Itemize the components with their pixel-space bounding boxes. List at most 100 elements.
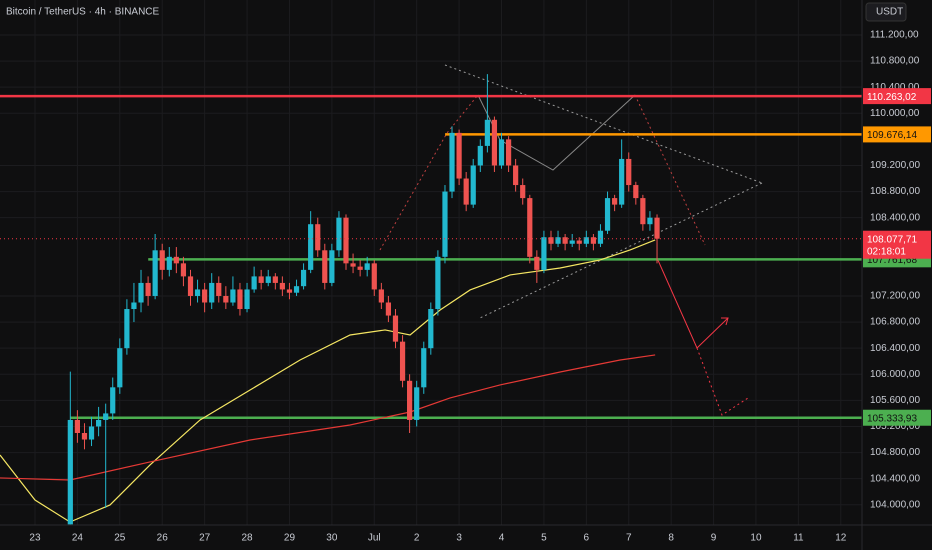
candle-body [315,224,321,251]
y-tick-label: 104.800,00 [870,447,920,458]
candle-body [548,237,554,244]
level-label: 109.676,14 [867,130,917,141]
candle-body [456,132,462,179]
candle-body [654,217,660,239]
x-tick-label: 10 [750,533,762,544]
level-label: 107.761,68 [867,255,917,266]
candle-body [435,256,441,310]
y-tick-label: 109.200,00 [870,160,920,171]
y-tick-label: 110.400,00 [870,82,920,93]
candle-body [166,256,172,270]
candle-body [173,256,179,264]
x-tick-label: 8 [668,533,674,544]
candle-body [555,237,561,244]
candle-body [505,139,512,166]
x-tick-label: 23 [29,533,41,544]
candle-body [209,282,215,303]
x-tick-label: Jul [368,533,381,544]
x-tick-label: 24 [72,533,84,544]
candle-body [392,315,399,342]
y-tick-label: 105.200,00 [870,421,920,432]
x-tick-label: 11 [793,533,804,544]
x-tick-label: 28 [241,533,253,544]
y-tick-label: 107.200,00 [870,291,920,302]
level-label-box [863,409,931,426]
candle-body [449,132,455,192]
chart-title: Bitcoin / TetherUS · 4h · BINANCE [6,7,160,18]
candle-body [491,119,498,166]
candle-body [329,250,335,283]
candle-body [74,419,80,433]
candle-body [124,309,130,349]
candle-body [583,237,589,244]
candle-body [117,348,123,388]
level-label-box [863,88,931,105]
candle-body [244,289,250,310]
candle-body [407,380,413,420]
candle-body [223,295,229,303]
candle-body [300,269,307,287]
candle-body [272,276,278,283]
y-tick-label: 111.200,00 [870,30,919,41]
currency-label[interactable]: USDT [876,7,903,18]
candle-body [463,178,469,205]
candle-body [399,341,406,381]
y-tick-label: 105.600,00 [870,395,920,406]
candle-body [110,387,116,414]
y-tick-label: 108.400,00 [870,212,920,223]
candle-body [364,263,370,270]
candle-body [597,230,604,244]
candle-body [385,302,391,316]
candle-body [286,289,293,293]
y-tick-label: 104.000,00 [870,499,920,510]
candle-body [81,432,88,440]
candle-body [442,191,448,257]
trendline [444,64,763,184]
candle-body [138,282,144,303]
candle-body [180,263,187,277]
candle-body [619,158,625,205]
candle-body [131,302,137,310]
candle-body [604,198,611,231]
candle-body [350,263,356,267]
y-tick-label: 108.800,00 [870,186,920,197]
candle-body [159,250,165,270]
candle-body [194,289,201,296]
last-price-box [863,230,931,259]
y-tick-label: 104.400,00 [870,473,920,484]
candle-body [562,237,568,244]
candle-body [520,185,526,199]
candle-body [569,240,575,244]
candle-body [308,224,314,270]
trendline [479,182,763,319]
x-tick-label: 30 [326,533,338,544]
x-tick-label: 5 [541,533,547,544]
x-tick-label: 29 [284,533,296,544]
level-label: 110.263,02 [867,92,917,103]
drawings [379,64,763,416]
candle-body [322,250,328,283]
candle-body [590,237,597,244]
candle-body [371,263,377,290]
x-tick-label: 3 [456,533,462,544]
candle-body [152,250,158,296]
currency-box[interactable] [865,2,907,22]
candle-body [498,139,505,166]
candle-body [103,413,109,420]
x-tick-label: 26 [157,533,169,544]
candle-body [202,289,208,303]
candle-body [230,289,236,303]
candle-body [647,217,653,225]
candle-body [484,119,490,146]
x-tick-label: 4 [499,533,505,544]
candle-body [258,276,264,283]
candle-body [378,289,384,303]
y-tick-label: 110.800,00 [870,56,920,67]
y-tick-label: 106.000,00 [870,369,920,380]
x-tick-label: 2 [414,533,420,544]
candle-body [527,198,533,257]
last-price-label: 108.077,71 [867,234,917,245]
projection [696,347,749,416]
